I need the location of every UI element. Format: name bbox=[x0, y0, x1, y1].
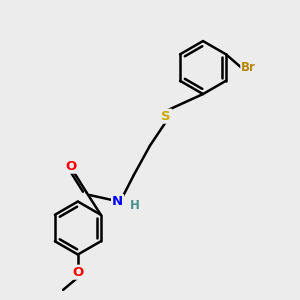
Text: O: O bbox=[72, 266, 83, 279]
Text: Br: Br bbox=[241, 61, 256, 74]
Text: H: H bbox=[130, 200, 140, 212]
Text: O: O bbox=[65, 160, 76, 173]
Text: N: N bbox=[112, 195, 123, 208]
Text: S: S bbox=[161, 110, 171, 123]
